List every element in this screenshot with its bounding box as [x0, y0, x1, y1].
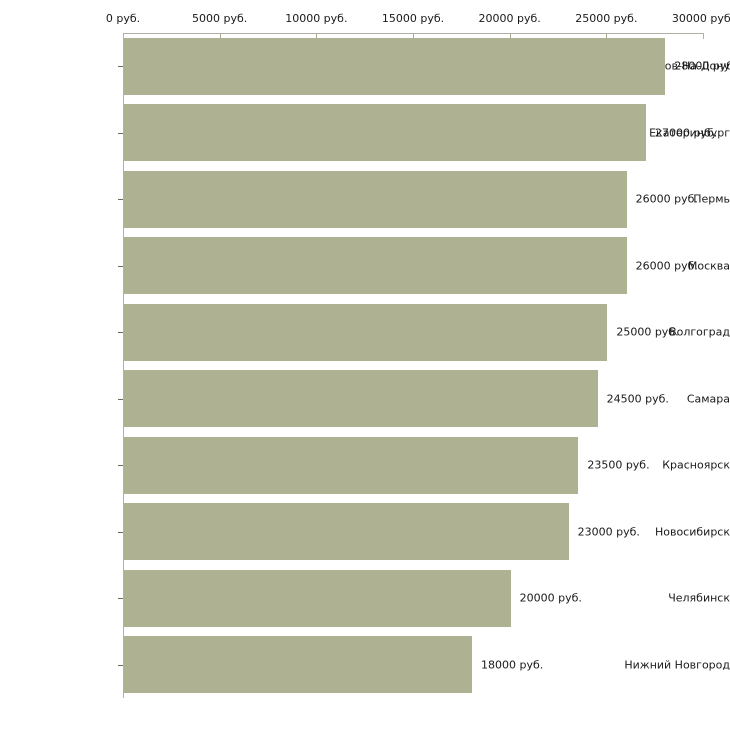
bar-value-label: 28000 руб. [674, 59, 730, 73]
value-axis-tick [703, 33, 704, 39]
category-axis-label: Самара [686, 392, 730, 406]
value-axis-tick [509, 33, 511, 39]
value-axis-tick-label: 10000 руб. [285, 12, 348, 25]
category-axis-tick [118, 665, 123, 666]
category-axis-tick [118, 199, 123, 200]
category-axis-tick [118, 532, 123, 533]
bar[interactable] [124, 370, 598, 428]
value-axis-tick-label: 25000 руб. [575, 12, 638, 25]
category-axis-tick [118, 399, 123, 400]
bar-value-label: 27000 руб. [655, 126, 718, 140]
value-axis-tick-label: 0 руб. [105, 12, 141, 25]
category-axis-label: Нижний Новгород [624, 658, 730, 672]
bar-value-label: 18000 руб. [481, 658, 544, 672]
bar[interactable] [124, 503, 569, 561]
bar[interactable] [124, 636, 472, 694]
value-axis-tick-label: 30000 руб. [671, 12, 730, 25]
bar-value-label: 23000 руб. [577, 525, 640, 539]
bar-value-label: 26000 руб. [635, 259, 698, 273]
category-axis-label: Волгоград [669, 325, 730, 339]
category-axis-tick [118, 266, 123, 267]
bar-value-label: 24500 руб. [606, 392, 669, 406]
category-axis-label: Челябинск [668, 591, 730, 605]
bar[interactable] [124, 569, 511, 627]
bar[interactable] [124, 303, 608, 361]
value-axis-tick-label: 5000 руб. [192, 12, 248, 25]
value-axis-tick-label: 20000 руб. [478, 12, 541, 25]
value-axis-tick [413, 33, 414, 39]
value-axis-tick [606, 33, 608, 39]
value-axis-tick [316, 33, 318, 39]
bar[interactable] [124, 104, 646, 162]
category-axis-label: Новосибирск [654, 525, 730, 539]
category-axis-label: Москва [687, 259, 730, 273]
category-axis-label: Пермь [693, 192, 730, 206]
bar[interactable] [124, 170, 627, 228]
category-axis-tick [118, 66, 123, 67]
bar[interactable] [124, 237, 627, 295]
category-axis-tick [118, 332, 123, 333]
value-axis-tick-label: 15000 руб. [381, 12, 445, 25]
category-axis-line [123, 33, 124, 698]
value-axis-tick [219, 33, 221, 39]
category-axis-tick [118, 598, 123, 599]
bar[interactable] [124, 436, 579, 494]
category-axis-label: Екатеринбург [649, 126, 730, 140]
bar-value-label: 25000 руб. [616, 325, 679, 339]
bar-value-label: 23500 руб. [587, 458, 650, 472]
bar[interactable] [124, 37, 666, 95]
category-axis-tick [118, 133, 123, 134]
bar-value-label: 20000 руб. [519, 591, 582, 605]
bar-value-label: 26000 руб. [635, 192, 698, 206]
category-axis-label: Красноярск [662, 458, 730, 472]
category-axis-tick [118, 465, 123, 466]
